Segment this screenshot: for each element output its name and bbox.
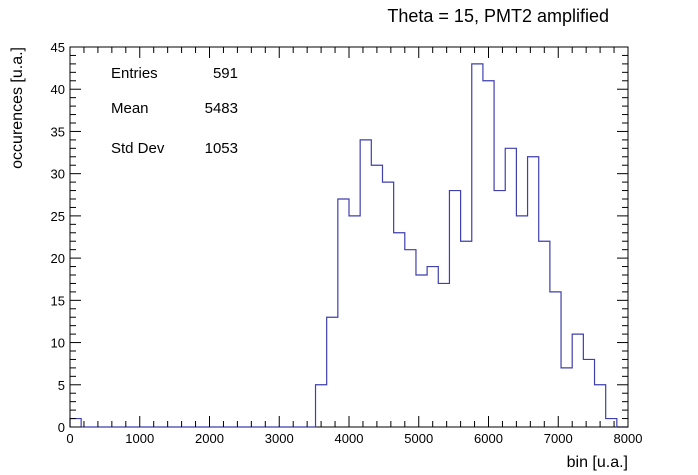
x-tick-label: 7000 [544,431,573,446]
stats-entries-value: 591 [213,65,238,82]
y-axis-label: occurences [u.a.] [9,47,26,169]
y-tick-label: 40 [51,82,65,97]
stats-entries-label: Entries [111,65,158,82]
x-tick-label: 8000 [614,431,643,446]
y-tick-label: 45 [51,40,65,55]
stats-mean-label: Mean [111,100,149,117]
x-tick-label: 3000 [265,431,294,446]
x-tick-label: 1000 [125,431,154,446]
y-tick-label: 10 [51,336,65,351]
y-tick-label: 25 [51,209,65,224]
stats-stddev-label: Std Dev [111,140,165,157]
stats-box: Entries 591 Mean 5483 Std Dev 1053 [111,65,238,157]
plot-frame [69,46,629,428]
chart-title: Theta = 15, PMT2 amplified [387,6,609,26]
y-tick-label: 20 [51,251,65,266]
stats-stddev-value: 1053 [205,140,238,157]
x-tick-label: 2000 [195,431,224,446]
y-axis-ticks: 0 5 10 15 20 25 30 35 40 45 [51,40,628,435]
histogram-line [69,63,628,428]
x-tick-label: 0 [66,431,73,446]
x-tick-label: 5000 [404,431,433,446]
y-tick-label: 5 [58,378,65,393]
stats-mean-value: 5483 [205,100,238,117]
x-tick-label: 4000 [335,431,364,446]
x-axis-label: bin [u.a.] [567,454,628,471]
y-tick-label: 15 [51,293,65,308]
y-tick-label: 30 [51,167,65,182]
y-tick-label: 0 [58,420,65,435]
x-tick-label: 6000 [474,431,503,446]
x-axis-ticks: 0 1000 2000 3000 4000 5000 6000 7000 8000 [66,47,642,446]
y-tick-label: 35 [51,124,65,139]
